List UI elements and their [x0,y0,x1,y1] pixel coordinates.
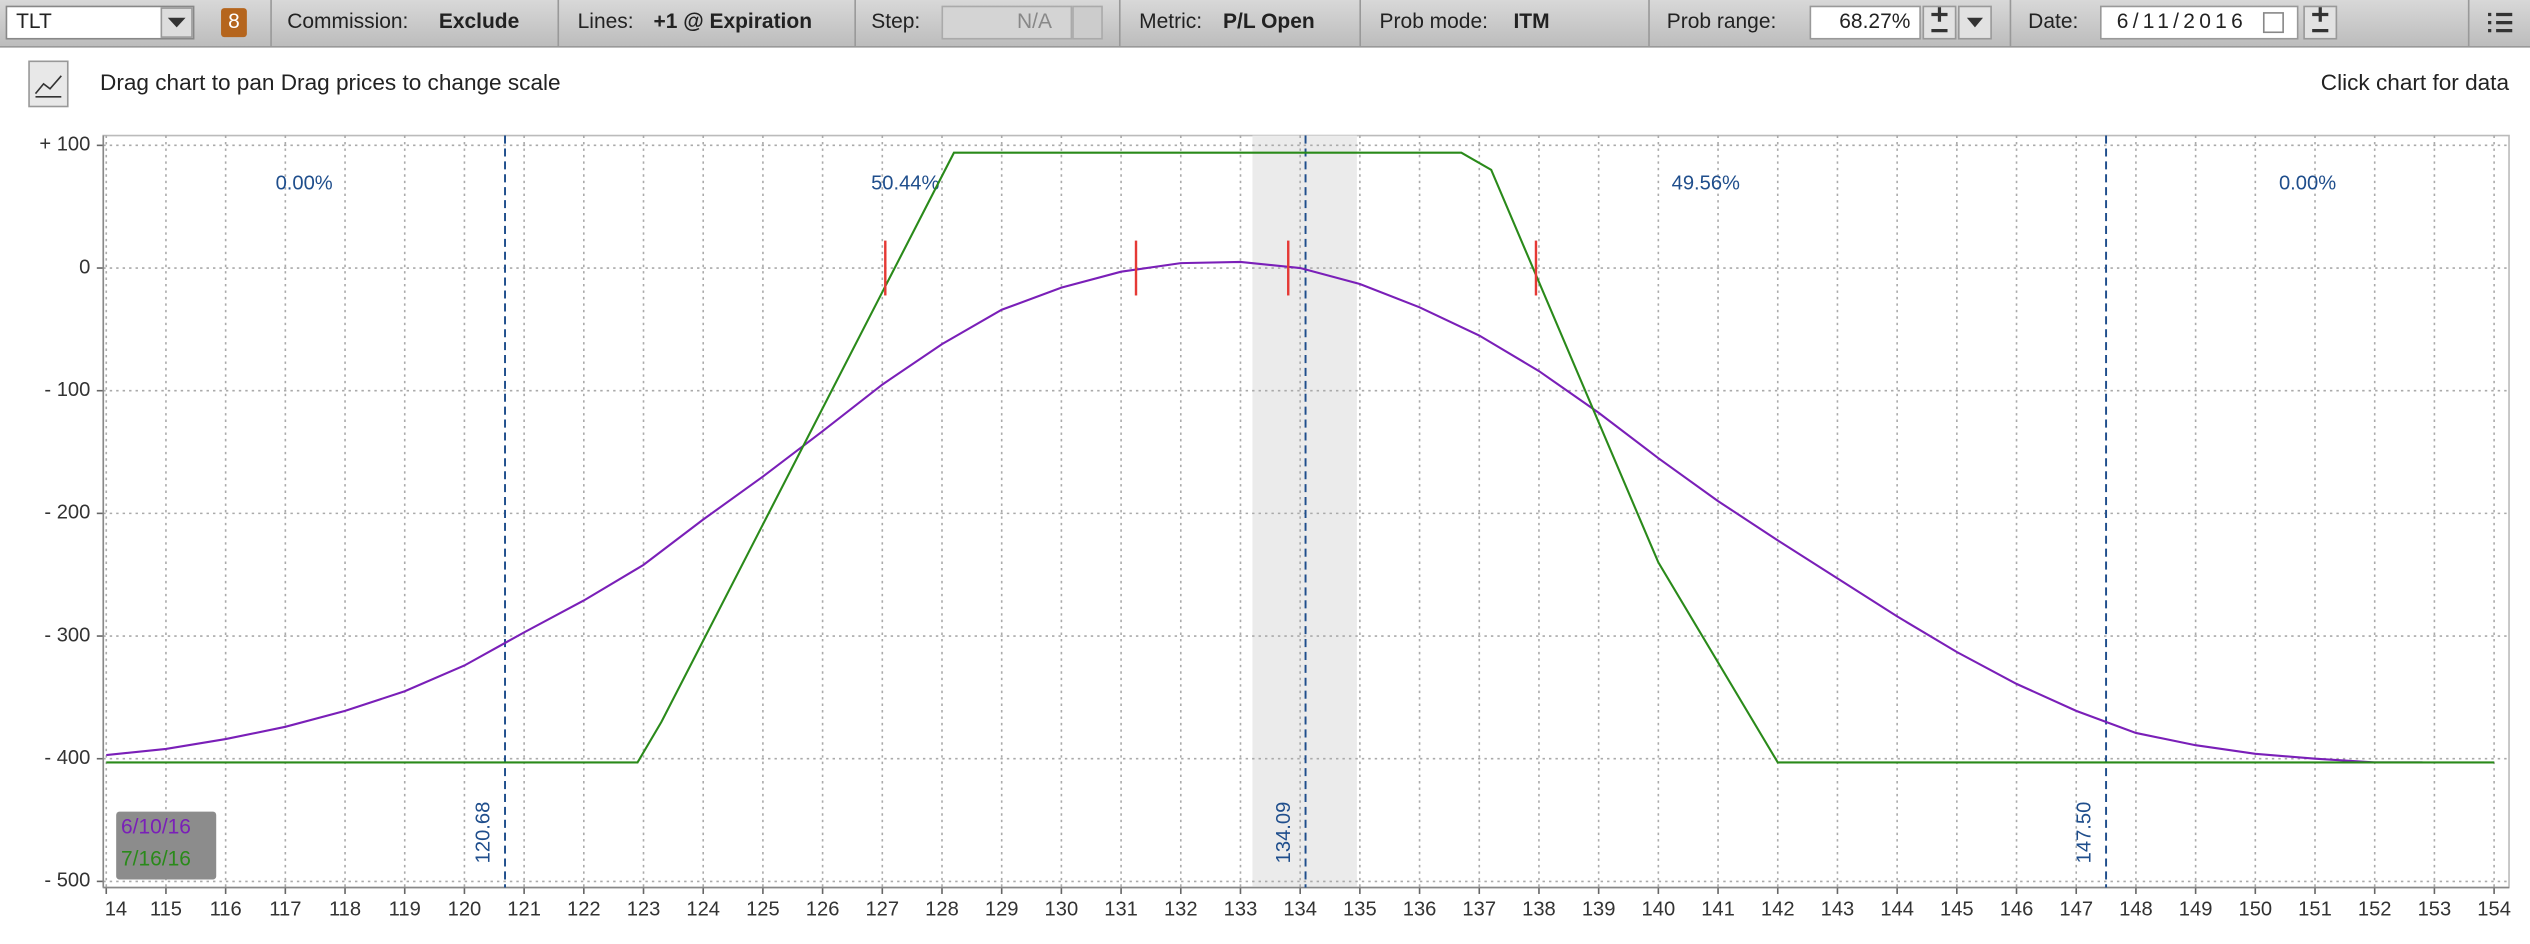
x-tick-label: 136 [1403,898,1437,920]
menu-icon[interactable] [2488,12,2513,33]
spinner-icon [1931,7,1948,33]
region-probability: 49.56% [1672,172,1740,194]
x-tick-label: 127 [865,898,899,920]
y-tick-label: - 300 [44,624,90,646]
symbol: TLT [16,10,52,33]
x-tick-label: 115 [150,898,182,920]
step-spinner [1072,5,1103,40]
x-tick-label: 152 [2358,898,2392,920]
x-tick-label: 154 [2477,898,2511,920]
date-label: Date: [2028,10,2078,33]
x-tick-label: 119 [389,898,421,920]
x-tick-label: 138 [1522,898,1556,920]
prob-mode-label: Prob mode: [1380,10,1488,33]
x-tick-label: 137 [1462,898,1496,920]
x-tick-label: 145 [1940,898,1974,920]
x-tick-label: 14 [105,898,127,920]
legend-entry: 6/10/16 [121,815,191,838]
hint-right: Click chart for data [2321,70,2510,95]
date-field[interactable] [2099,5,2299,40]
chart-icon-glyph [34,75,62,98]
x-tick-label: 134 [1283,898,1317,920]
x-tick-label: 125 [746,898,780,920]
x-tick-label: 147 [2059,898,2093,920]
x-tick-label: 124 [686,898,720,920]
prob-range-label: Prob range: [1667,10,1777,33]
chart-icon[interactable] [28,60,69,108]
dropdown-arrow [167,17,186,28]
x-tick-label: 122 [567,898,601,920]
plot[interactable]: 14 115 116 117 118 119 120 121 122 123 124 125 126 12… [39,134,2511,921]
prob-range: 68.27% [1839,10,1910,33]
dropdown-arrow [1966,17,1984,28]
y-tick-label: - 400 [44,747,90,769]
x-tick-label: 143 [1821,898,1855,920]
x-tick-label: 151 [2298,898,2332,920]
x-tick-label: 153 [2418,898,2452,920]
x-tick-label: 116 [210,898,242,920]
lines-label: Lines: [578,10,634,33]
x-tick-label: 123 [627,898,661,920]
y-tick-label: 0 [79,256,90,278]
x-tick-label: 128 [925,898,959,920]
commission-label: Commission: [287,10,408,33]
region-probability: 0.00% [2279,172,2336,194]
series-line [106,151,2495,764]
prob-mode[interactable]: ITM [1513,10,1549,33]
x-tick-label: 140 [1642,898,1676,920]
price-line-label: 134.09 [1273,802,1295,864]
x-tick-label: 148 [2119,898,2153,920]
x-tick-label: 146 [2000,898,2034,920]
metric[interactable]: P/L Open [1223,10,1315,33]
y-tick-label: + 100 [39,134,90,156]
x-tick-label: 141 [1701,898,1735,920]
x-tick-label: 121 [507,898,541,920]
x-tick-label: 139 [1582,898,1616,920]
x-tick-label: 117 [269,898,301,920]
x-tick-label: 120 [448,898,482,920]
x-tick-label: 129 [985,898,1019,920]
series-line [106,260,2423,764]
x-tick-label: 126 [806,898,840,920]
price-line-label: 147.50 [2073,802,2095,864]
legend-entry: 7/16/16 [121,848,191,871]
spinner-icon [2312,7,2329,33]
x-tick-label: 144 [1880,898,1914,920]
calendar-icon[interactable] [2262,12,2284,34]
x-tick-label: 133 [1224,898,1258,920]
lines[interactable]: +1 @ Expiration [653,10,812,33]
x-tick-label: 150 [2238,898,2272,920]
region-probability: 50.44% [871,172,939,194]
step-label: Step: [871,10,920,33]
y-tick-label: - 500 [44,870,90,892]
step-field [941,5,1073,40]
hint: Drag chart to pan Drag prices to change … [100,70,561,95]
y-tick-label: - 200 [44,502,90,524]
badge[interactable] [221,8,247,38]
step: N/A [1017,10,1052,33]
badge-text: 8 [228,10,240,33]
price-line-label: 120.68 [472,802,494,864]
metric-label: Metric: [1139,10,1202,33]
x-tick-label: 131 [1104,898,1138,920]
commission[interactable]: Exclude [439,10,519,33]
x-tick-label: 118 [329,898,361,920]
x-tick-label: 135 [1343,898,1377,920]
x-tick-label: 130 [1045,898,1079,920]
y-tick-label: - 100 [44,379,90,401]
x-tick-label: 142 [1761,898,1795,920]
legend [116,811,217,880]
prob-range-field[interactable] [1809,5,1921,40]
region-probability: 0.00% [276,172,333,194]
x-tick-label: 149 [2179,898,2213,920]
x-tick-label: 132 [1164,898,1198,920]
